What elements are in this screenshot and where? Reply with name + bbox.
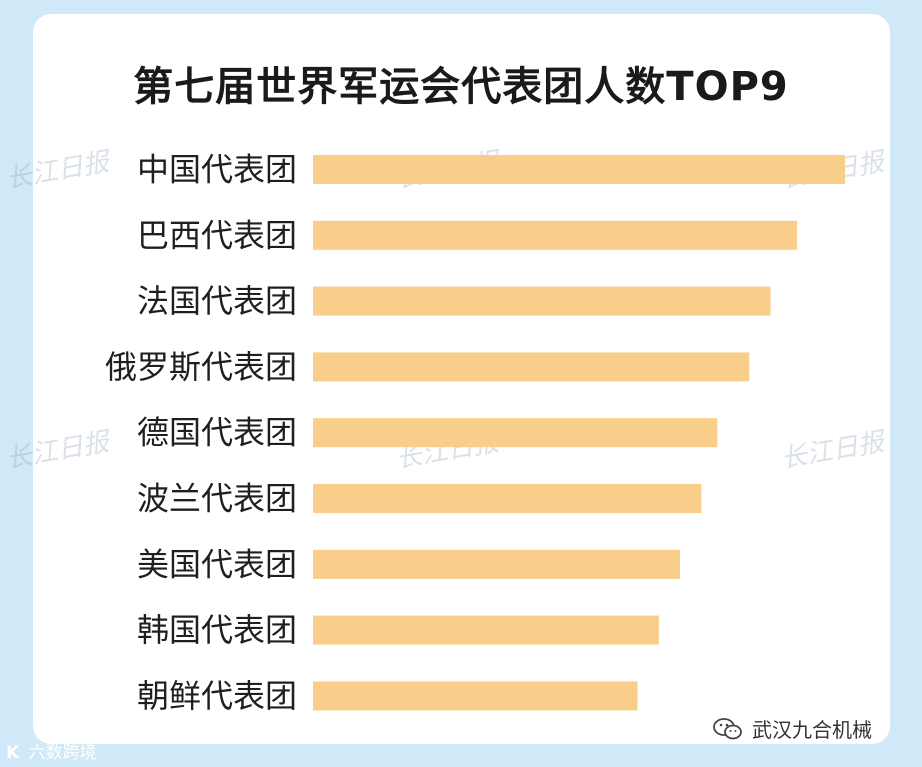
source-left-logo: K [6,743,20,763]
category-label: 韩国代表团 [137,611,297,649]
source-right-text: 武汉九合机械 [752,718,872,742]
wechat-icon [713,717,742,739]
bar [313,220,798,250]
category-label: 美国代表团 [137,545,297,583]
bar [313,286,771,316]
category-label: 俄罗斯代表团 [105,348,297,386]
bar [313,155,845,184]
chart-title: 第七届世界军运会代表团人数TOP9 [133,64,789,110]
category-label: 中国代表团 [137,151,297,189]
bar [313,615,659,645]
bar [313,352,750,382]
bar [313,418,718,448]
source-left-text: 六数跨境 [28,743,97,763]
source-left: K 六数跨境 [6,738,97,763]
category-label: 巴西代表团 [137,216,297,254]
bar [313,681,638,711]
category-label: 德国代表团 [137,414,297,452]
bar [313,484,702,513]
category-label: 法国代表团 [137,282,297,320]
category-label: 朝鲜代表团 [137,677,297,715]
source-right: 武汉九合机械 [712,714,872,743]
bar [313,549,681,579]
category-label: 波兰代表团 [137,480,297,518]
